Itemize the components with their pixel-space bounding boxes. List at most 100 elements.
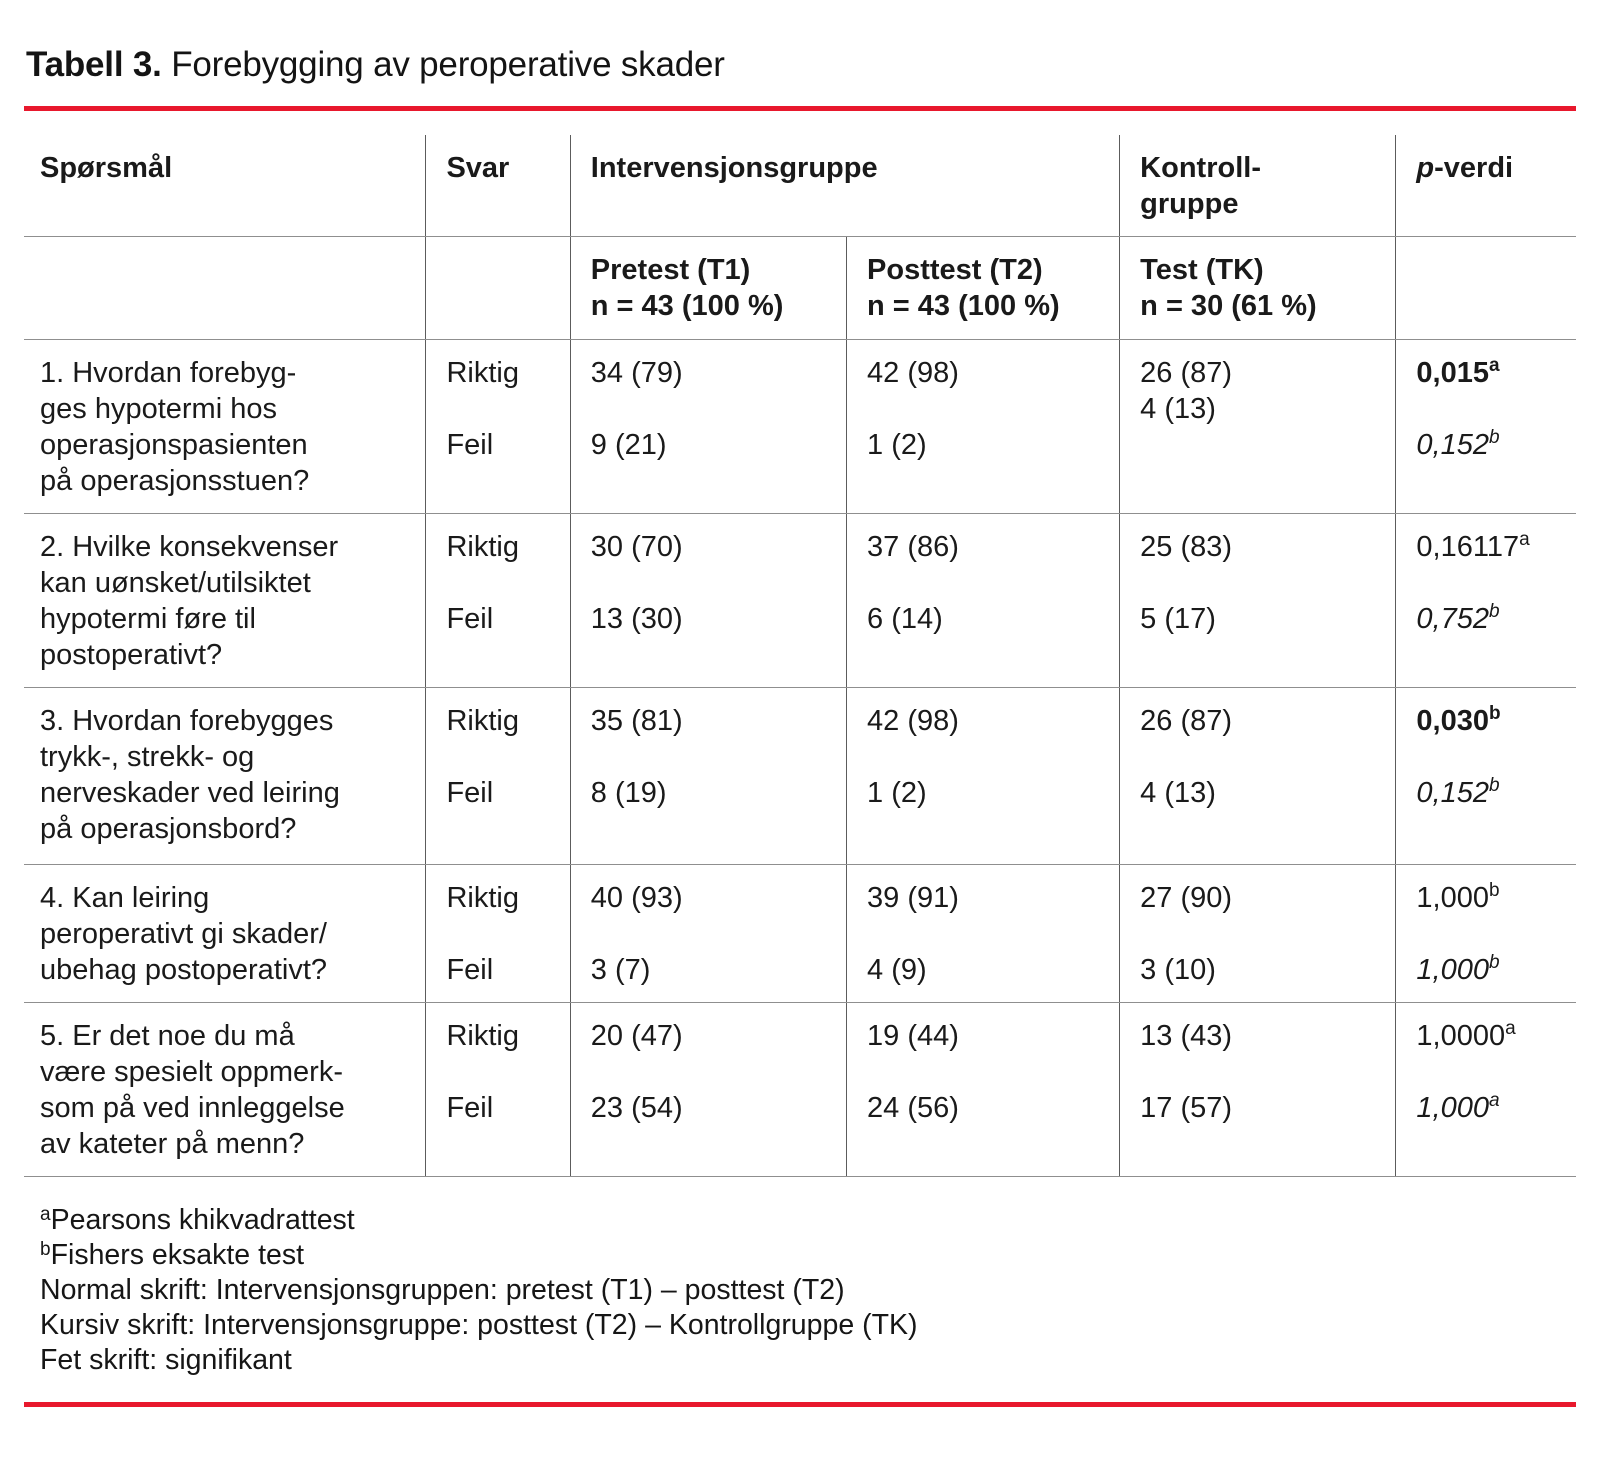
p-value-2-number: 1,000: [1416, 1092, 1489, 1124]
p-value-1-number: 1,0000: [1416, 1020, 1506, 1052]
answer-riktig-label: Riktig: [446, 357, 519, 389]
p-values-cell: 0,030b 0,152b: [1395, 687, 1576, 865]
p-value-1: 0,16117a: [1416, 529, 1566, 565]
p-value-2: 0,152b: [1416, 775, 1566, 811]
answer-feil-label: Feil: [446, 1092, 494, 1124]
pretest-riktig-value: 20 (47): [590, 1020, 683, 1052]
pretest-riktig-value: 30 (70): [590, 531, 683, 563]
footnote-b-marker: b: [40, 1239, 51, 1260]
pretest-feil-value: 3 (7): [590, 954, 651, 986]
p-value-1-sup: b: [1489, 880, 1500, 901]
p-verdi-italic-p: p: [1416, 152, 1435, 184]
subheader-posttest-t2: Posttest (T2) n = 43 (100 %): [846, 236, 1120, 340]
pretest-riktig-value: 34 (79): [590, 357, 683, 389]
answer-feil-label: Feil: [446, 954, 494, 986]
col-header-sporsmal: Spørsmål: [24, 135, 426, 237]
kontroll-feil-value: 4 (13): [1140, 393, 1216, 425]
subheader-test-tk: Test (TK) n = 30 (61 %): [1119, 236, 1396, 340]
subheader-empty-svar: [425, 236, 571, 340]
question-text: 3. Hvordan forebygges trykk-, strekk- og…: [24, 687, 426, 865]
p-value-1: 0,015a: [1416, 355, 1566, 391]
subheader-empty-sporsmal: [24, 236, 426, 340]
kontroll-values-cell: 26 (87) 4 (13): [1119, 687, 1396, 865]
p-value-1: 1,0000a: [1416, 1018, 1566, 1054]
question-text: 1. Hvordan forebyg- ges hypotermi hos op…: [24, 339, 426, 514]
p-value-1: 0,030b: [1416, 703, 1566, 739]
pretest-values-cell: 35 (81) 8 (19): [569, 687, 847, 865]
col-header-svar: Svar: [425, 135, 571, 237]
pretest-feil-value: 9 (21): [590, 429, 667, 461]
question-text: 4. Kan leiring peroperativt gi skader/ u…: [24, 864, 426, 1003]
answer-riktig-label: Riktig: [446, 882, 519, 914]
pretest-values-cell: 34 (79) 9 (21): [569, 339, 847, 514]
p-values-cell: 1,0000a 1,000a: [1395, 1002, 1576, 1177]
p-value-1-number: 0,030: [1416, 705, 1489, 737]
table-row-question-3: 3. Hvordan forebygges trykk-, strekk- og…: [24, 687, 1576, 865]
p-value-2-number: 1,000: [1416, 954, 1489, 986]
col-header-intervensjonsgruppe: Intervensjonsgruppe: [569, 135, 1120, 237]
question-text: 5. Er det noe du må være spesielt oppmer…: [24, 1002, 426, 1177]
table-row-question-2: 2. Hvilke konsekvenser kan uønsket/utils…: [24, 513, 1576, 688]
kontroll-feil-value: 5 (17): [1140, 603, 1216, 635]
pretest-feil-value: 13 (30): [590, 603, 683, 635]
kontroll-values-cell: 25 (83) 5 (17): [1119, 513, 1396, 688]
pretest-values-cell: 20 (47) 23 (54): [569, 1002, 847, 1177]
p-values-cell: 0,015a 0,152b: [1395, 339, 1576, 514]
pretest-riktig-value: 40 (93): [590, 882, 683, 914]
results-table: Spørsmål Svar Intervensjonsgruppe Kontro…: [24, 135, 1576, 1177]
col-header-p-verdi: p-verdi: [1395, 135, 1576, 237]
footnote-normal-skrift: Normal skrift: Intervensjonsgruppen: pre…: [40, 1274, 845, 1306]
table-row-question-4: 4. Kan leiring peroperativt gi skader/ u…: [24, 864, 1576, 1003]
p-value-1-sup: a: [1519, 529, 1530, 550]
pretest-feil-value: 23 (54): [590, 1092, 683, 1124]
answer-riktig-label: Riktig: [446, 705, 519, 737]
p-value-1-number: 0,16117: [1416, 531, 1520, 563]
posttest-riktig-value: 37 (86): [867, 531, 959, 563]
posttest-values-cell: 42 (98) 1 (2): [846, 339, 1120, 514]
posttest-values-cell: 37 (86) 6 (14): [846, 513, 1120, 688]
footnote-a-text: Pearsons khikvadrattest: [50, 1204, 355, 1236]
pretest-values-cell: 40 (93) 3 (7): [569, 864, 847, 1003]
p-value-2: 1,000a: [1416, 1090, 1566, 1126]
footnote-a-marker: a: [40, 1204, 51, 1225]
kontroll-riktig-value: 25 (83): [1140, 531, 1233, 563]
bottom-rule-divider: [24, 1402, 1576, 1407]
subheader-pretest-t1: Pretest (T1) n = 43 (100 %): [569, 236, 847, 340]
p-values-cell: 1,000b 1,000b: [1395, 864, 1576, 1003]
posttest-values-cell: 42 (98) 1 (2): [846, 687, 1120, 865]
answer-labels-cell: Riktig Feil: [425, 513, 571, 688]
kontroll-feil-value: 4 (13): [1140, 777, 1216, 809]
posttest-feil-value: 1 (2): [867, 429, 927, 461]
p-value-1-number: 1,000: [1416, 882, 1489, 914]
footnote-kursiv-skrift: Kursiv skrift: Intervensjonsgruppe: post…: [40, 1309, 918, 1341]
p-verdi-rest: -verdi: [1434, 152, 1514, 184]
answer-labels-cell: Riktig Feil: [425, 687, 571, 865]
pretest-riktig-value: 35 (81): [590, 705, 683, 737]
kontroll-feil-value: 17 (57): [1140, 1092, 1233, 1124]
p-value-1-sup: b: [1489, 703, 1501, 724]
p-value-2-sup: b: [1489, 775, 1500, 796]
table-caption-number: Tabell 3.: [26, 45, 162, 84]
col-header-kontrollgruppe: Kontroll- gruppe: [1119, 135, 1396, 237]
p-values-cell: 0,16117a 0,752b: [1395, 513, 1576, 688]
p-value-1-sup: a: [1505, 1018, 1516, 1039]
table-subheader-row: Pretest (T1) n = 43 (100 %) Posttest (T2…: [24, 236, 1576, 340]
p-value-2-number: 0,152: [1416, 777, 1489, 809]
p-value-1-sup: a: [1489, 355, 1500, 376]
footnote-a: aPearsons khikvadrattest: [40, 1203, 1576, 1238]
p-value-2: 1,000b: [1416, 952, 1566, 988]
answer-feil-label: Feil: [446, 777, 494, 809]
pretest-values-cell: 30 (70) 13 (30): [569, 513, 847, 688]
kontroll-riktig-value: 27 (90): [1140, 882, 1233, 914]
footnote-b-text: Fishers eksakte test: [50, 1239, 305, 1271]
kontroll-values-cell: 26 (87) 4 (13): [1119, 339, 1396, 514]
p-value-2-sup: b: [1489, 952, 1500, 973]
table-header-row: Spørsmål Svar Intervensjonsgruppe Kontro…: [24, 135, 1576, 237]
table-caption: Tabell 3. Forebygging av peroperative sk…: [26, 44, 1576, 86]
posttest-riktig-value: 39 (91): [867, 882, 959, 914]
footnote-fet-skrift: Fet skrift: signifikant: [40, 1344, 292, 1376]
kontroll-values-cell: 27 (90) 3 (10): [1119, 864, 1396, 1003]
p-value-2: 0,752b: [1416, 601, 1566, 637]
posttest-values-cell: 39 (91) 4 (9): [846, 864, 1120, 1003]
kontroll-riktig-value: 26 (87): [1140, 705, 1233, 737]
